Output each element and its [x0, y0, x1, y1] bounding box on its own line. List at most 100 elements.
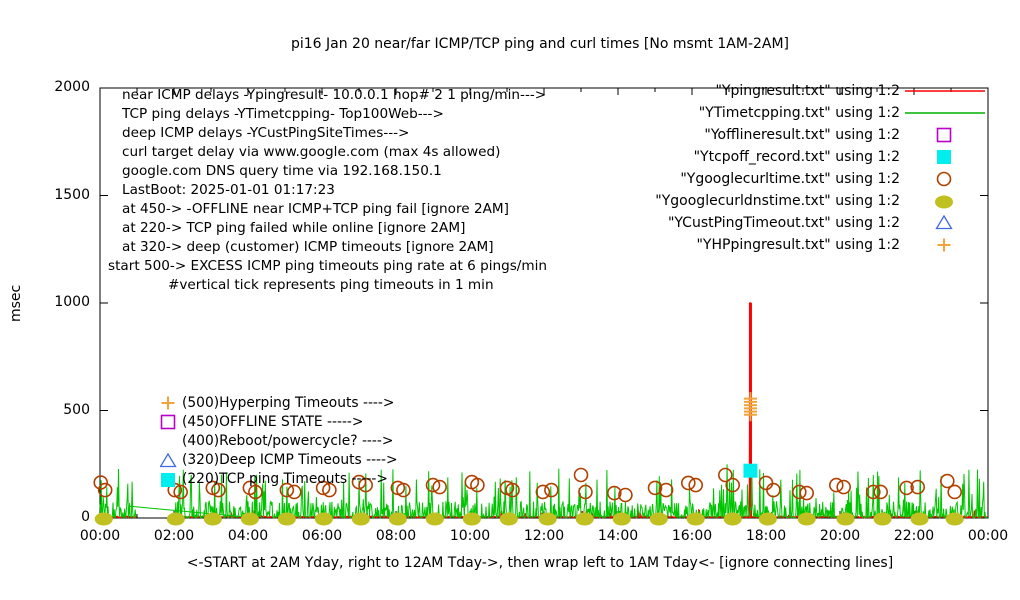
circle-open-point-Ygooglecurltime.txt	[470, 477, 485, 493]
circle-filled-point-Ygooglecurldnstime.txt	[314, 512, 333, 526]
circle-filled-point-Ygooglecurldnstime.txt	[203, 512, 222, 526]
legend-item: "YCustPingTimeout.txt" using 1:2	[655, 212, 988, 234]
circle-open-point-Ygooglecurltime.txt	[535, 484, 551, 500]
plot-annotations: (500)Hyperping Timeouts ----> (450)OFFLIN…	[160, 393, 398, 489]
circle-filled-point-Ygooglecurldnstime.txt	[910, 512, 929, 526]
circle-filled-point-Ygooglecurldnstime.txt	[240, 512, 259, 526]
circle-filled-point-Ygooglecurldnstime.txt	[686, 512, 705, 526]
circle-open-point-Ygooglecurltime.txt	[910, 479, 926, 495]
line-icon	[905, 90, 985, 92]
y-tick-label: 0	[81, 509, 90, 525]
circle-filled-point-Ygooglecurldnstime.txt	[425, 512, 444, 526]
circle-filled-point-Ygooglecurldnstime.txt	[388, 512, 407, 526]
square-filled-annotation	[161, 472, 175, 487]
plot-label-row: (320)Deep ICMP Timeouts ---->	[160, 451, 398, 470]
circle-open-point-Ygooglecurltime.txt	[939, 473, 955, 489]
circle-filled-point-Ygooglecurldnstime.txt	[797, 512, 816, 526]
circle-filled-point-Ygooglecurldnstime.txt	[94, 512, 113, 526]
plot-label-row: (400)Reboot/powercycle? ---->	[160, 431, 398, 450]
circle-filled-icon	[935, 195, 953, 209]
legend-item: "Ypingresult.txt" using 1:2	[655, 80, 988, 102]
circle-open-point-Ygooglecurltime.txt	[173, 484, 188, 500]
circle-open-point-Ygooglecurltime.txt	[396, 482, 411, 498]
info-line: #vertical tick represents ping timeouts …	[168, 277, 494, 293]
circle-filled-point-Ygooglecurldnstime.txt	[277, 512, 296, 526]
triangle-open-annotation	[160, 452, 177, 467]
circle-open-point-Ygooglecurltime.txt	[791, 484, 807, 500]
info-line: start 500-> EXCESS ICMP ping timeouts pi…	[108, 258, 548, 274]
circle-open-point-Ygooglecurltime.txt	[688, 477, 704, 493]
x-tick-label: 18:00	[745, 528, 787, 544]
plot-label-text: (500)Hyperping Timeouts ---->	[182, 394, 395, 411]
circle-open-point-Ygooglecurltime.txt	[286, 484, 302, 500]
x-tick-label: 14:00	[597, 528, 639, 544]
line-icon	[905, 112, 985, 114]
circle-open-point-Ygooglecurltime.txt	[544, 482, 559, 498]
circle-open-point-Ygooglecurltime.txt	[680, 475, 696, 491]
circle-open-point-Ygooglecurltime.txt	[358, 477, 373, 493]
circle-open-point-Ygooglecurltime.txt	[865, 484, 881, 500]
x-tick-label: 04:00	[227, 528, 269, 544]
x-tick-label: 02:00	[153, 528, 195, 544]
legend-label: "Ygooglecurldnstime.txt" using 1:2	[655, 193, 900, 209]
legend-item: "YTimetcpping.txt" using 1:2	[655, 102, 988, 124]
x-tick-label: 08:00	[375, 528, 417, 544]
y-axis-label: msec	[8, 284, 24, 322]
square-filled-icon	[937, 150, 951, 164]
circle-open-point-Ygooglecurltime.txt	[947, 484, 963, 500]
plot-label-text: (320)Deep ICMP Timeouts ---->	[182, 452, 398, 469]
info-block: near ICMP delays -Ypingresult- 10.0.0.1 …	[108, 87, 547, 296]
circle-open-point-Ygooglecurltime.txt	[248, 484, 263, 500]
circle-filled-point-Ygooglecurldnstime.txt	[166, 512, 185, 526]
circle-open-point-Ygooglecurltime.txt	[425, 477, 441, 493]
legend-label: "Ytcpoff_record.txt" using 1:2	[693, 149, 900, 165]
info-line: LastBoot: 2025-01-01 01:17:23	[122, 182, 335, 198]
plot-label-text: (220)TCP ping Timeouts ----->	[182, 471, 388, 488]
circle-filled-point-Ygooglecurldnstime.txt	[575, 512, 594, 526]
circle-filled-point-Ygooglecurldnstime.txt	[836, 512, 855, 526]
legend-label: "YCustPingTimeout.txt" using 1:2	[667, 215, 900, 231]
circle-open-point-Ygooglecurltime.txt	[606, 485, 622, 501]
circle-open-point-Ygooglecurltime.txt	[836, 479, 852, 495]
x-tick-label: 16:00	[671, 528, 713, 544]
circle-filled-point-Ygooglecurldnstime.txt	[649, 512, 668, 526]
info-line: near ICMP delays -Ypingresult- 10.0.0.1 …	[122, 87, 547, 103]
circle-open-point-Ygooglecurltime.txt	[578, 484, 593, 500]
circle-open-point-Ygooglecurltime.txt	[315, 480, 331, 496]
circle-open-point-Ygooglecurltime.txt	[725, 477, 741, 493]
info-line: google.com DNS query time via 192.168.15…	[122, 163, 442, 179]
circle-open-point-Ygooglecurltime.txt	[573, 467, 589, 483]
marker-square-filled-icon	[161, 472, 175, 487]
circle-open-point-Ygooglecurltime.txt	[618, 487, 633, 503]
y-tick-label: 2000	[54, 79, 90, 95]
plot-label-text: (450)OFFLINE STATE ----->	[182, 413, 364, 430]
circle-filled-point-Ygooglecurldnstime.txt	[499, 512, 518, 526]
plus-icon	[937, 238, 951, 252]
legend-label: "Yofflineresult.txt" using 1:2	[704, 127, 900, 143]
circle-open-point-Ygooglecurltime.txt	[899, 480, 914, 496]
x-tick-label: 00:00	[967, 528, 1009, 544]
x-tick-label: 06:00	[301, 528, 343, 544]
circle-open-point-Ygooglecurltime.txt	[322, 482, 337, 498]
plot-label-text: (400)Reboot/powercycle? ---->	[182, 432, 394, 449]
x-tick-label: 00:00	[79, 528, 121, 544]
plot-label-row: (450)OFFLINE STATE ----->	[160, 412, 398, 431]
circle-open-point-Ygooglecurltime.txt	[799, 485, 815, 501]
circle-open-icon	[936, 171, 952, 187]
y-tick-label: 1500	[54, 186, 90, 203]
circle-open-point-Ygooglecurltime.txt	[647, 480, 663, 496]
y-tick-label: 500	[63, 401, 90, 418]
x-tick-label: 10:00	[449, 528, 491, 544]
info-line: at 320-> deep (customer) ICMP timeouts […	[122, 239, 494, 255]
circle-filled-point-Ygooglecurldnstime.txt	[462, 512, 481, 526]
legend-item: "Yofflineresult.txt" using 1:2	[655, 124, 988, 146]
x-axis-label: <-START at 2AM Yday, right to 12AM Tday-…	[186, 555, 894, 571]
square-filled-sample	[937, 150, 951, 164]
triangle-open-sample	[935, 215, 953, 230]
circle-filled-sample	[935, 195, 953, 209]
info-line: at 450-> -OFFLINE near ICMP+TCP ping fai…	[122, 201, 509, 217]
legend-item: "Ytcpoff_record.txt" using 1:2	[655, 146, 988, 168]
circle-open-point-Ygooglecurltime.txt	[351, 474, 367, 490]
